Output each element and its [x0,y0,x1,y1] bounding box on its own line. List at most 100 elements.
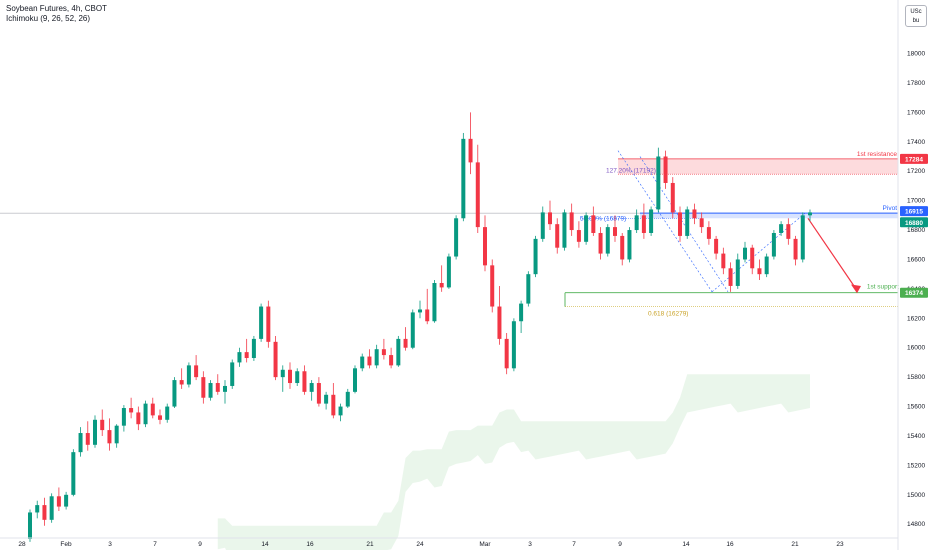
candle-body [446,256,451,288]
resistance-zone [618,158,898,175]
candle-body [316,383,321,404]
candle-body [699,218,704,228]
candle-body [750,247,755,269]
candle-body [28,512,32,539]
candle-body [526,274,531,304]
candle-body [345,391,350,407]
candle-body [519,303,524,322]
indicator-label[interactable]: Ichimoku (9, 26, 52, 26) [6,14,91,23]
y-tick-label: 15400 [907,433,925,440]
candle-body [64,494,69,507]
x-tick-label: Mar [479,541,491,548]
fib-50-label: 50.00% (16879) [580,215,626,222]
candle-body [786,224,791,239]
forecast-arrow [807,217,858,291]
candle-body [555,224,560,248]
candle-body [338,406,343,416]
candle-body [49,496,54,520]
candle-body [663,156,668,183]
y-tick-label: 15000 [907,492,925,499]
candle-body [483,227,487,266]
cloud-area [217,374,810,550]
currency-label: USc [910,9,922,15]
candle-body [266,306,271,342]
candle-body [259,306,264,339]
y-tick-label: 16000 [907,345,925,352]
candle-body [158,415,162,420]
candle-body [353,368,357,392]
candle-body [396,338,401,366]
fib-127-label: 127.20% (17192) [606,167,656,174]
candle-body [454,218,459,257]
candle-body [800,215,805,260]
candle-body [728,268,733,286]
support-label: 1st support [867,284,899,291]
fib-channel-line [711,212,807,293]
candle-body [121,408,126,426]
candle-body [475,162,480,228]
candle-body [331,394,336,416]
support-price-tag-bg [900,287,928,298]
candle-body [215,383,220,392]
candle-body [186,365,191,385]
candle-body [771,232,776,257]
candle-body [295,371,300,384]
candle-body [468,138,473,163]
y-tick-label: 16800 [907,227,925,234]
y-tick-label: 15800 [907,374,925,381]
x-tick-label: 9 [618,541,622,548]
x-tick-label: 16 [306,541,314,548]
candle-body [374,349,379,366]
candle-body [367,356,372,366]
candle-body [779,224,784,233]
symbol-title[interactable]: Soybean Futures, 4h, CBOT [6,4,107,13]
candle-body [223,385,227,392]
candle-body [649,209,654,233]
candle-body [613,227,617,236]
candle-body [165,406,170,420]
candle-body [591,215,596,233]
x-tick-label: 23 [836,541,844,548]
fib-channel-line [617,150,713,292]
support-price-tag: 16374 [900,287,928,298]
x-tick-label: 9 [198,541,202,548]
x-tick-label: 3 [108,541,112,548]
candle-body [56,496,61,507]
candle-body [721,253,726,269]
candle-body [179,380,184,385]
ichimoku-cloud [217,374,810,550]
candle-body [576,230,581,242]
last-price-tag-bg [900,217,928,228]
candle-body [280,369,285,378]
candle-body [432,283,437,322]
candle-body [439,283,444,288]
x-tick-label: 16 [726,541,734,548]
y-tick-label: 18000 [907,51,925,58]
candle-body [757,268,762,275]
candle-body [230,362,235,386]
currency-unit-button[interactable]: USc bu [905,5,927,27]
candle-body [403,338,408,348]
candle-body [497,306,502,339]
candle-body [302,371,307,392]
candle-body [273,341,278,378]
candle-body [418,309,422,313]
candle-body [35,505,40,513]
candle-body [42,505,47,520]
x-tick-label: 21 [791,541,799,548]
candle-body [584,215,589,242]
pivot-label: Pivot [883,205,898,212]
candle-body [678,212,682,236]
candle-body [114,425,119,444]
resistance-price-tag-bg [900,153,928,164]
x-tick-label: 7 [572,541,576,548]
forecast-arrowhead [851,284,861,294]
y-tick-label: 15600 [907,404,925,411]
candle-body [410,312,415,348]
candle-body [641,215,646,233]
pivot-price-tag: 16915 [900,206,928,217]
candle-body [743,247,747,260]
candle-body [143,403,148,425]
